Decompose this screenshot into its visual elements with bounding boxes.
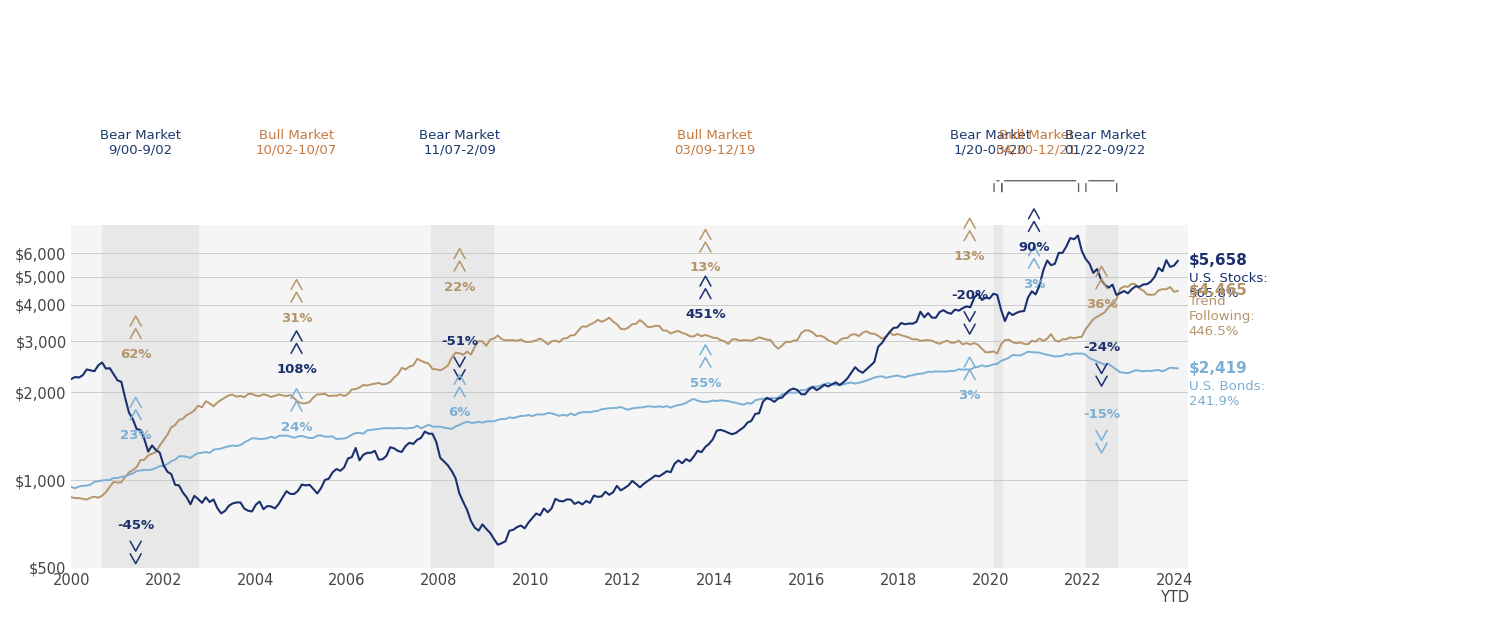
- Text: -24%: -24%: [1083, 341, 1120, 354]
- Text: $5,658: $5,658: [1190, 254, 1248, 268]
- Text: 13%: 13%: [954, 250, 986, 264]
- Text: $2,419: $2,419: [1190, 361, 1248, 376]
- Text: 24%: 24%: [280, 420, 312, 433]
- Text: 3%: 3%: [1023, 278, 1046, 291]
- Text: Bear Market
01/22-09/22: Bear Market 01/22-09/22: [1065, 129, 1146, 157]
- Text: -20%: -20%: [951, 289, 988, 302]
- Bar: [102, 225, 198, 568]
- Text: Bear Market
11/07-2/09: Bear Market 11/07-2/09: [419, 129, 500, 157]
- Text: Bear Market
9/00-9/02: Bear Market 9/00-9/02: [100, 129, 182, 157]
- Text: 31%: 31%: [280, 312, 312, 325]
- Text: 55%: 55%: [690, 377, 722, 390]
- Text: 62%: 62%: [120, 348, 152, 361]
- Text: 23%: 23%: [120, 429, 152, 442]
- Text: U.S. Bonds:
241.9%: U.S. Bonds: 241.9%: [1190, 379, 1264, 407]
- Text: 3%: 3%: [958, 389, 981, 402]
- Text: -15%: -15%: [1083, 408, 1120, 421]
- Text: Bull Market
10/02-10/07: Bull Market 10/02-10/07: [256, 129, 338, 157]
- Text: 451%: 451%: [686, 308, 726, 321]
- Text: 108%: 108%: [276, 363, 316, 376]
- Text: -45%: -45%: [117, 519, 154, 532]
- Text: Trend
Following:
446.5%: Trend Following: 446.5%: [1190, 294, 1256, 337]
- Text: Bear Market
1/20-03/20: Bear Market 1/20-03/20: [950, 129, 1030, 157]
- Text: 22%: 22%: [444, 281, 476, 294]
- Bar: [1086, 225, 1116, 568]
- Text: $4,465: $4,465: [1190, 283, 1248, 298]
- Text: 90%: 90%: [1019, 241, 1050, 254]
- Bar: [430, 225, 492, 568]
- Text: 36%: 36%: [1086, 298, 1118, 311]
- Bar: [994, 225, 1002, 568]
- Text: -51%: -51%: [441, 335, 479, 348]
- Text: 6%: 6%: [448, 407, 471, 420]
- Text: U.S. Stocks:
565.8%: U.S. Stocks: 565.8%: [1190, 272, 1268, 300]
- Text: Bull Market
04/20-12/21: Bull Market 04/20-12/21: [996, 129, 1077, 157]
- Text: Bull Market
03/09-12/19: Bull Market 03/09-12/19: [674, 129, 756, 157]
- Text: 13%: 13%: [690, 262, 722, 275]
